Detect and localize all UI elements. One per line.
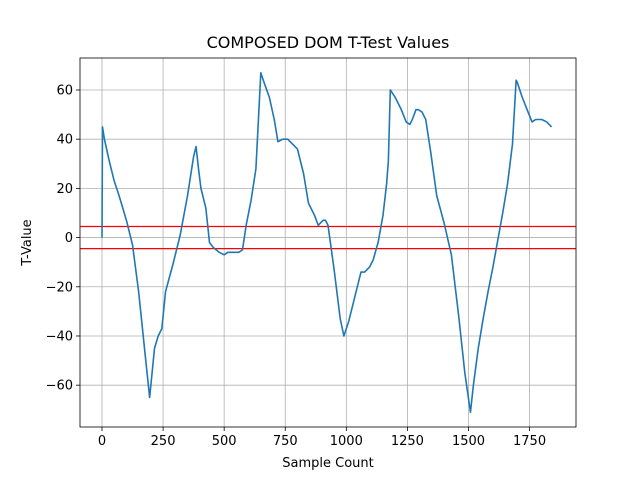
x-tick-label: 1500 <box>452 434 485 449</box>
x-tick-label: 500 <box>212 434 237 449</box>
y-tick-label: −60 <box>46 379 73 394</box>
plot-frame <box>79 57 577 428</box>
x-tick-label: 1000 <box>330 434 363 449</box>
x-axis-label: Sample Count <box>282 456 373 471</box>
y-tick-label: 60 <box>56 83 73 98</box>
x-tick-label: 750 <box>273 434 298 449</box>
y-tick-label: 40 <box>56 133 73 148</box>
y-tick-label: 0 <box>65 231 73 246</box>
ticks: 0 250 500 750 1000 1250 1500 1750 −60 −40 −20 0 20 40… <box>46 83 547 449</box>
x-tick-label: 0 <box>98 434 106 449</box>
y-tick-label: −20 <box>46 280 73 295</box>
x-tick-label: 250 <box>151 434 176 449</box>
x-tick-label: 1250 <box>391 434 424 449</box>
chart-title: COMPOSED DOM T-Test Values <box>207 33 450 52</box>
x-tick-label: 1750 <box>513 434 546 449</box>
y-tick-label: −40 <box>46 329 73 344</box>
grid <box>80 58 576 427</box>
y-axis-label: T-Value <box>20 219 35 266</box>
series-line <box>101 71 553 414</box>
y-tick-label: 20 <box>56 182 73 197</box>
